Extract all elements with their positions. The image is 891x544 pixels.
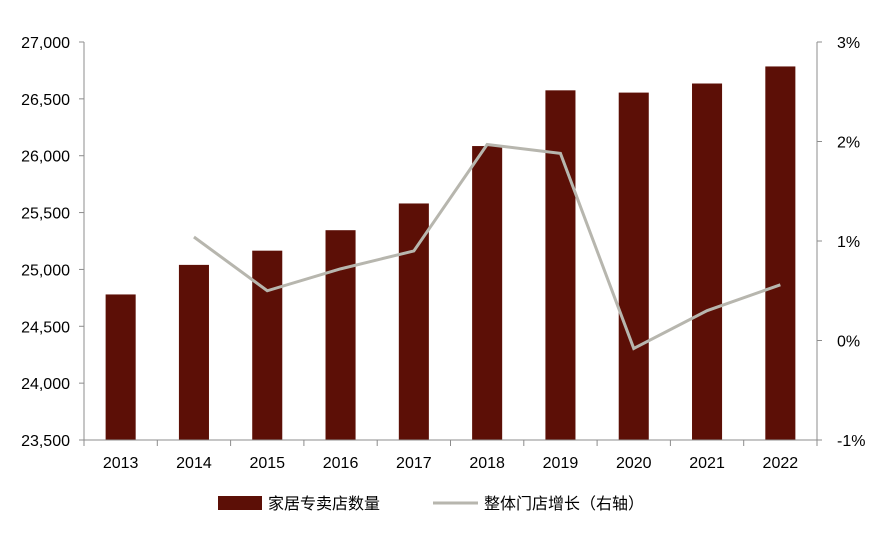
x-tick-label: 2018 (469, 455, 505, 472)
legend: 家居专卖店数量 整体门店增长（右轴） (218, 495, 644, 513)
x-tick-label: 2015 (249, 455, 285, 472)
x-tick-label: 2019 (543, 455, 579, 472)
x-tick-label: 2022 (763, 455, 799, 472)
bar-series (105, 66, 796, 441)
left-axis-ticks: 23,500 24,000 24,500 25,000 25,500 26,000 26,5… (21, 35, 84, 450)
right-tick-label: 0% (837, 334, 860, 351)
right-tick-label: 3% (837, 35, 860, 52)
left-tick-label: 26,000 (21, 149, 70, 166)
x-tick-label: 2020 (616, 455, 652, 472)
left-tick-label: 23,500 (21, 433, 70, 450)
x-tick-label: 2013 (103, 455, 139, 472)
x-tick-label: 2016 (323, 455, 359, 472)
growth-line (193, 142, 781, 351)
left-tick-label: 26,500 (21, 92, 70, 109)
bar-2013 (105, 294, 136, 440)
right-tick-label: 1% (837, 234, 860, 251)
bar-2014 (178, 264, 209, 440)
legend-bar-label: 家居专卖店数量 (268, 495, 380, 513)
bar-2019 (545, 90, 576, 440)
left-tick-label: 24,500 (21, 319, 70, 336)
right-tick-label: 2% (837, 135, 860, 152)
bar-2020 (618, 92, 649, 440)
bar-2021 (692, 83, 723, 440)
x-axis-ticks: 2013 2014 2015 2016 2017 2018 2019 2020 2021 2022 (83, 440, 818, 472)
bar-2016 (325, 230, 356, 440)
right-tick-label: -1% (837, 433, 865, 450)
bar-2017 (398, 203, 429, 440)
legend-line-label: 整体门店增长（右轴） (484, 495, 644, 513)
left-tick-label: 24,000 (21, 376, 70, 393)
x-tick-label: 2014 (176, 455, 212, 472)
bar-2022 (765, 66, 796, 440)
left-tick-label: 27,000 (21, 35, 70, 52)
legend-bar-swatch (218, 496, 262, 510)
right-axis-ticks: -1% 0% 1% 2% 3% (817, 35, 865, 450)
x-tick-label: 2017 (396, 455, 432, 472)
bar-2018 (472, 146, 503, 441)
bar-2015 (252, 250, 283, 440)
left-tick-label: 25,500 (21, 206, 70, 223)
x-tick-label: 2021 (689, 455, 725, 472)
left-tick-label: 25,000 (21, 262, 70, 279)
